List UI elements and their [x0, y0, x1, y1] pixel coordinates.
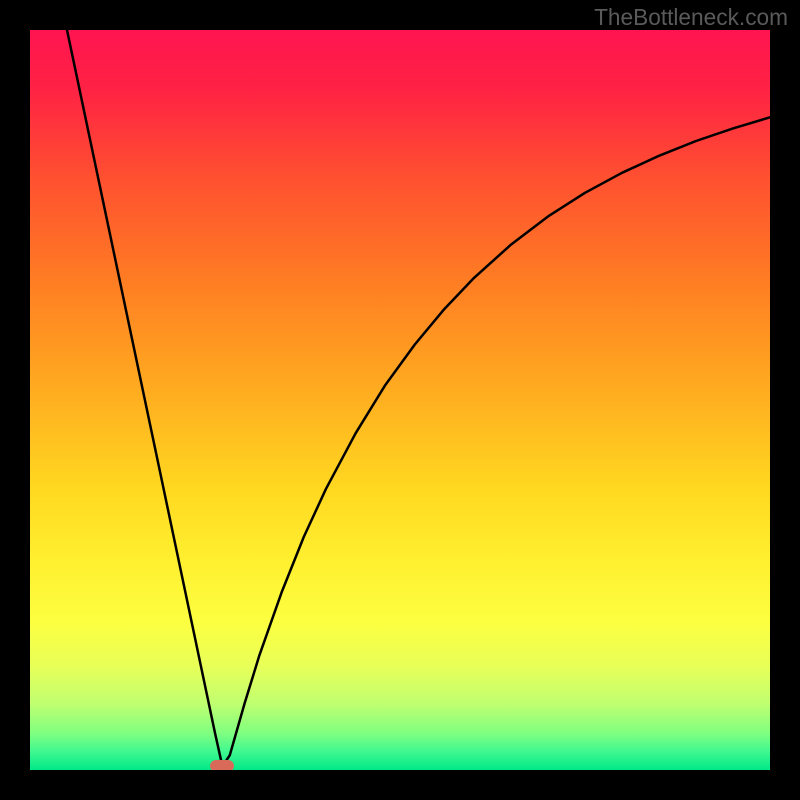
attribution-text: TheBottleneck.com [594, 4, 788, 31]
min-point-marker [210, 760, 234, 770]
plot-area [30, 30, 770, 770]
curve-svg [30, 30, 770, 770]
bottleneck-curve [67, 30, 770, 766]
chart-root: TheBottleneck.com [0, 0, 800, 800]
plot-frame [30, 30, 770, 770]
